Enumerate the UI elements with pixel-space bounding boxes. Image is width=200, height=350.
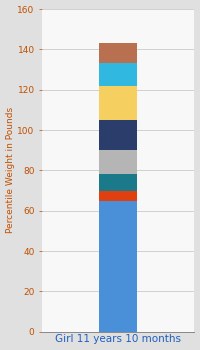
Bar (99, 190, 137, 201)
Bar (99, 63, 137, 86)
Bar (99, 43, 137, 63)
Bar (99, 120, 137, 150)
Y-axis label: Percentile Weight in Pounds: Percentile Weight in Pounds (6, 107, 15, 233)
Bar (99, 174, 137, 190)
Bar (99, 150, 137, 174)
Bar (99, 86, 137, 120)
Bar (99, 201, 137, 332)
